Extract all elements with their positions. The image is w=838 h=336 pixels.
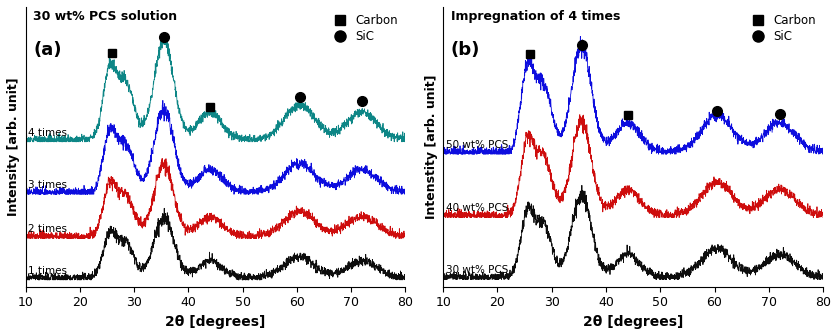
Text: (a): (a) — [33, 41, 62, 58]
Text: 3 times: 3 times — [28, 180, 67, 190]
Text: 50 wt% PCS: 50 wt% PCS — [446, 140, 508, 150]
Legend: Carbon, SiC: Carbon, SiC — [323, 9, 403, 48]
Text: Impregnation of 4 times: Impregnation of 4 times — [451, 10, 620, 23]
X-axis label: 2θ [degrees]: 2θ [degrees] — [165, 315, 266, 329]
Text: 30 wt% PCS solution: 30 wt% PCS solution — [33, 10, 177, 23]
Text: 40 wt% PCS: 40 wt% PCS — [446, 203, 508, 213]
Text: (b): (b) — [451, 41, 480, 58]
Text: 2 times: 2 times — [28, 224, 67, 234]
Text: 30 wt% PCS: 30 wt% PCS — [446, 265, 508, 275]
Text: 4 times: 4 times — [28, 128, 67, 138]
Y-axis label: Intensity [arb. unit]: Intensity [arb. unit] — [7, 78, 20, 216]
Y-axis label: Intenstity [arb. unit]: Intenstity [arb. unit] — [425, 75, 437, 219]
Text: 1 times: 1 times — [28, 266, 67, 276]
X-axis label: 2θ [degrees]: 2θ [degrees] — [583, 315, 683, 329]
Legend: Carbon, SiC: Carbon, SiC — [742, 9, 820, 48]
